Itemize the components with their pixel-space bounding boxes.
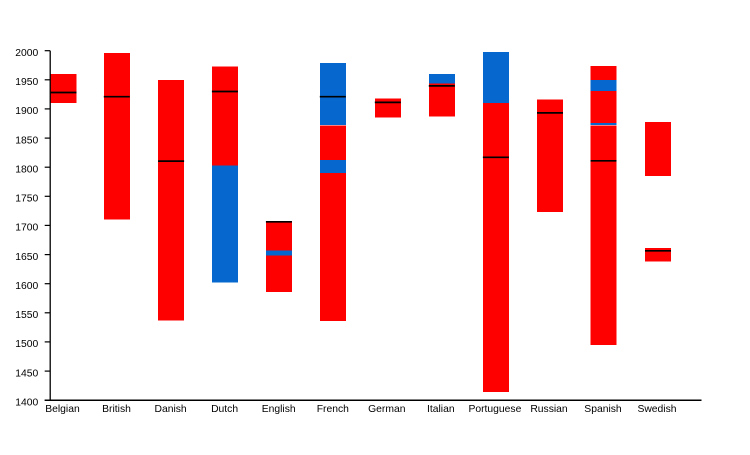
svg-text:1800: 1800 (15, 164, 38, 175)
svg-text:Swedish: Swedish (637, 404, 676, 415)
svg-text:2000: 2000 (15, 48, 38, 59)
svg-text:Spanish: Spanish (584, 404, 622, 415)
svg-text:1400: 1400 (15, 397, 38, 408)
svg-text:Danish: Danish (154, 404, 186, 415)
svg-text:1650: 1650 (15, 252, 38, 263)
svg-text:1550: 1550 (15, 310, 38, 321)
svg-text:1950: 1950 (15, 77, 38, 88)
svg-text:1450: 1450 (15, 368, 38, 379)
svg-text:English: English (262, 404, 296, 415)
svg-text:Portuguese: Portuguese (468, 404, 521, 415)
svg-text:British: British (102, 404, 131, 415)
svg-text:1850: 1850 (15, 135, 38, 146)
svg-text:Dutch: Dutch (211, 404, 238, 415)
svg-text:Belgian: Belgian (45, 404, 80, 415)
svg-text:1900: 1900 (15, 106, 38, 117)
svg-text:Russian: Russian (530, 404, 568, 415)
svg-text:1700: 1700 (15, 223, 38, 234)
svg-text:French: French (317, 404, 349, 415)
svg-text:German: German (368, 404, 406, 415)
svg-text:1600: 1600 (15, 281, 38, 292)
svg-text:1750: 1750 (15, 194, 38, 205)
svg-text:1500: 1500 (15, 339, 38, 350)
svg-text:Italian: Italian (427, 404, 455, 415)
